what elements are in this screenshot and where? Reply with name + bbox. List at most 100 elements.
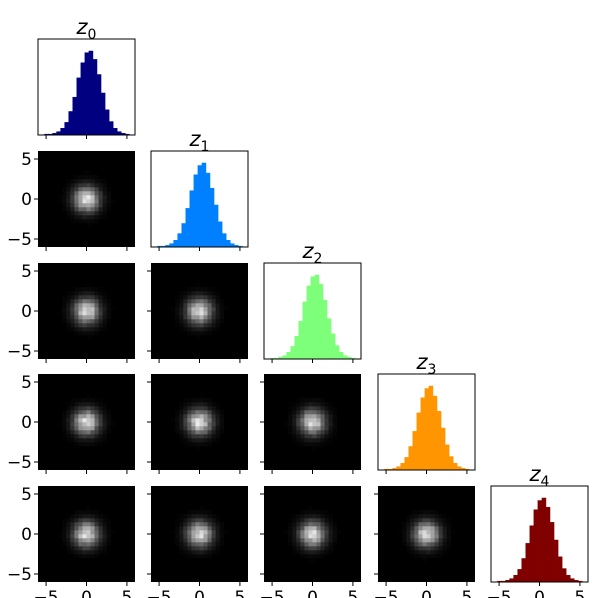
density-cell xyxy=(195,422,200,427)
density-cell xyxy=(426,526,431,531)
panel-3-1 xyxy=(147,374,248,474)
density-cell xyxy=(288,430,293,435)
density-cell xyxy=(195,434,200,439)
density-cell xyxy=(211,518,216,523)
density-cell xyxy=(62,542,67,547)
density-cell xyxy=(300,550,305,555)
density-cell xyxy=(62,191,67,196)
density-cell xyxy=(102,291,108,296)
histogram-bar xyxy=(318,283,324,360)
density-cell xyxy=(90,203,95,208)
density-cell xyxy=(179,410,184,415)
histogram-bar xyxy=(290,346,295,360)
density-cell xyxy=(288,422,293,427)
density-cell xyxy=(98,534,103,539)
density-cell xyxy=(199,538,204,543)
density-cell xyxy=(320,550,325,555)
density-cell xyxy=(90,207,95,212)
density-cell xyxy=(328,546,334,551)
density-cell xyxy=(215,319,221,324)
density-cell xyxy=(90,291,95,296)
density-cell xyxy=(94,430,99,435)
density-cell xyxy=(66,303,71,308)
density-cell xyxy=(191,422,196,427)
density-cell xyxy=(207,414,212,419)
density-cell xyxy=(70,398,75,403)
density-cell xyxy=(324,538,329,543)
density-cell xyxy=(102,434,108,439)
density-cell xyxy=(78,522,83,527)
density-cell xyxy=(316,554,321,559)
density-cell xyxy=(211,319,216,324)
density-cell xyxy=(82,518,87,523)
density-cell xyxy=(70,203,75,208)
density-cell xyxy=(106,418,112,423)
density-cell xyxy=(82,311,87,316)
density-cell xyxy=(296,550,301,555)
density-cell xyxy=(70,187,75,192)
panel-4-1: −5 0 5 xyxy=(147,486,248,598)
density-cell xyxy=(98,426,103,431)
density-cell xyxy=(74,299,79,304)
density-cell xyxy=(191,323,196,328)
density-cell xyxy=(98,406,103,411)
histogram-bar xyxy=(342,355,348,360)
density-cell xyxy=(187,518,192,523)
density-cell xyxy=(308,422,313,427)
density-cell xyxy=(316,414,321,419)
density-cell xyxy=(215,542,221,547)
histogram-bar xyxy=(294,336,300,360)
density-cell xyxy=(207,410,212,415)
density-cell xyxy=(78,430,83,435)
density-cell xyxy=(191,510,196,515)
density-cell xyxy=(207,303,212,308)
density-cell xyxy=(402,534,407,539)
density-cell xyxy=(102,187,108,192)
density-cell xyxy=(191,538,196,543)
density-cell xyxy=(106,315,112,320)
histogram-bar xyxy=(549,522,555,583)
density-cell xyxy=(195,550,200,555)
density-cell xyxy=(207,530,212,535)
density-cell xyxy=(320,542,325,547)
density-cell xyxy=(102,546,108,551)
density-cell xyxy=(312,446,317,451)
density-cell xyxy=(78,303,83,308)
density-cell xyxy=(78,319,83,324)
density-cell xyxy=(98,187,103,192)
density-cell xyxy=(187,442,192,447)
density-cell xyxy=(94,295,99,300)
density-cell xyxy=(98,179,103,184)
density-cell xyxy=(94,199,99,204)
density-cell xyxy=(86,518,91,523)
histogram-bar xyxy=(76,77,82,136)
density-cell xyxy=(418,530,423,535)
density-cell xyxy=(66,187,71,192)
density-cell xyxy=(316,514,321,519)
density-cell xyxy=(66,418,71,423)
density-cell xyxy=(211,542,216,547)
density-cell xyxy=(70,323,75,328)
density-cell xyxy=(211,538,216,543)
density-cell xyxy=(66,295,71,300)
density-cell xyxy=(211,430,216,435)
density-cell xyxy=(191,426,196,431)
density-cell xyxy=(410,522,415,527)
variable-title: z1 xyxy=(189,127,210,155)
density-cell xyxy=(446,526,452,531)
density-cell xyxy=(320,418,325,423)
density-cell xyxy=(175,307,180,312)
density-cell xyxy=(175,311,180,316)
density-cell xyxy=(296,418,301,423)
density-cell xyxy=(332,530,338,535)
density-cell xyxy=(438,530,443,535)
density-cell xyxy=(199,315,204,320)
density-cell xyxy=(288,426,293,431)
density-cell xyxy=(199,518,204,523)
density-cell xyxy=(86,506,91,511)
density-cell xyxy=(187,438,192,443)
density-cell xyxy=(74,430,79,435)
density-cell xyxy=(292,530,297,535)
density-cell xyxy=(219,311,225,316)
density-cell xyxy=(203,315,208,320)
